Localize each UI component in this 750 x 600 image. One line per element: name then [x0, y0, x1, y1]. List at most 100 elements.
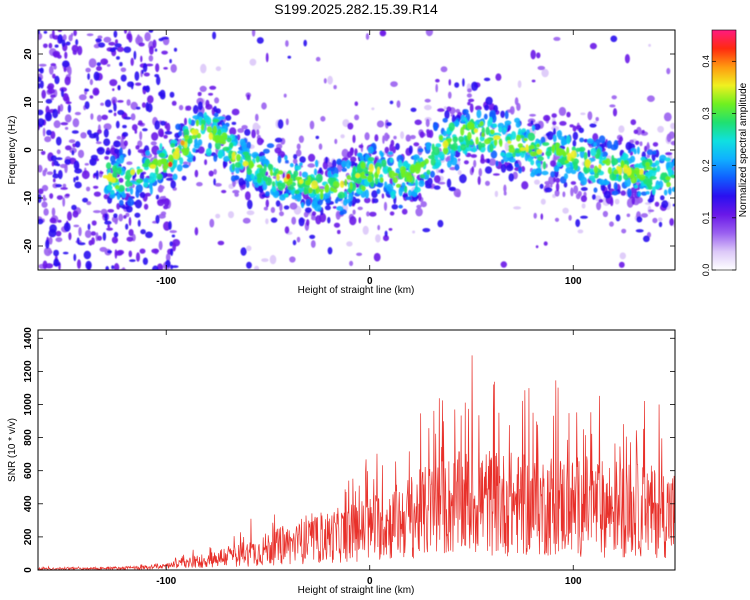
- heatmap-cell: [611, 95, 617, 100]
- heatmap-cell: [413, 186, 421, 193]
- heatmap-cell: [204, 159, 208, 166]
- heatmap-cell: [570, 150, 577, 159]
- y-tick-label: 1400: [23, 327, 34, 350]
- heatmap-cell: [158, 91, 163, 97]
- heatmap-cell: [131, 124, 138, 131]
- heatmap-cell: [57, 105, 61, 115]
- heatmap-cell: [152, 158, 159, 167]
- heatmap-cell: [619, 252, 626, 260]
- heatmap-cell: [96, 146, 105, 155]
- heatmap-cell: [87, 129, 92, 136]
- heatmap-cell: [506, 136, 511, 142]
- heatmap-cell: [446, 178, 452, 188]
- heatmap-cell: [254, 113, 259, 122]
- heatmap-cell: [235, 166, 240, 174]
- heatmap-cell: [171, 234, 176, 238]
- heatmap-cell: [596, 148, 601, 157]
- heatmap-cell: [77, 259, 81, 269]
- heatmap-cell: [493, 138, 498, 147]
- heatmap-cell: [108, 41, 116, 46]
- heatmap-cell: [294, 189, 300, 195]
- heatmap-cell: [568, 214, 572, 221]
- heatmap-cell: [475, 105, 482, 111]
- heatmap-cell: [478, 168, 483, 177]
- spectrogram-blobs: [38, 30, 675, 270]
- colorbar-tick-label: 0.2: [701, 159, 711, 172]
- heatmap-cell: [289, 202, 298, 210]
- heatmap-cell: [52, 73, 56, 79]
- heatmap-cell: [196, 182, 203, 187]
- heatmap-cell: [613, 140, 619, 150]
- heatmap-cell: [145, 85, 150, 93]
- heatmap-cell: [38, 32, 43, 40]
- heatmap-cell: [333, 222, 341, 228]
- heatmap-cell: [668, 131, 675, 139]
- heatmap-cell: [336, 158, 343, 166]
- heatmap-cell: [376, 120, 385, 128]
- heatmap-cell: [90, 154, 98, 161]
- heatmap-cell: [252, 154, 257, 159]
- heatmap-cell: [460, 126, 465, 136]
- heatmap-cell: [580, 187, 588, 191]
- heatmap-cell: [613, 182, 618, 191]
- heatmap-cell: [361, 171, 365, 180]
- heatmap-cell: [96, 114, 102, 122]
- heatmap-cell: [654, 184, 661, 190]
- heatmap-cell: [637, 191, 642, 197]
- heatmap-cell: [71, 150, 75, 156]
- heatmap-cell: [279, 194, 286, 201]
- heatmap-cell: [271, 181, 276, 187]
- heatmap-cell: [205, 116, 212, 126]
- heatmap-cell: [580, 195, 588, 203]
- heatmap-cell: [534, 179, 540, 185]
- heatmap-cell: [630, 119, 637, 126]
- heatmap-cell: [267, 163, 273, 170]
- heatmap-cell: [593, 121, 598, 124]
- heatmap-cell: [462, 78, 465, 87]
- heatmap-cell: [246, 141, 252, 150]
- heatmap-cell: [246, 94, 251, 101]
- heatmap-cell: [495, 73, 502, 81]
- heatmap-cell: [397, 159, 403, 169]
- heatmap-cell: [391, 204, 399, 210]
- heatmap-cell: [269, 254, 277, 265]
- heatmap-cell: [247, 199, 253, 210]
- heatmap-cell: [120, 67, 127, 73]
- heatmap-cell: [523, 137, 528, 142]
- figure-title: S199.2025.282.15.39.R14: [274, 1, 438, 17]
- heatmap-cell: [570, 169, 577, 175]
- heatmap-cell: [89, 95, 94, 99]
- heatmap-cell: [91, 220, 97, 226]
- heatmap-cell: [116, 193, 121, 200]
- heatmap-cell: [463, 109, 469, 115]
- heatmap-cell: [314, 159, 319, 168]
- heatmap-cell: [237, 150, 244, 155]
- heatmap-cell: [558, 148, 566, 156]
- heatmap-cell: [116, 203, 121, 210]
- heatmap-cell: [327, 216, 331, 224]
- heatmap-cell: [265, 218, 269, 225]
- heatmap-cell: [477, 176, 481, 185]
- heatmap-cell: [485, 126, 490, 136]
- heatmap-cell: [371, 107, 375, 111]
- heatmap-cell: [531, 124, 536, 132]
- heatmap-cell: [38, 76, 42, 83]
- heatmap-cell: [580, 215, 588, 219]
- heatmap-cell: [105, 162, 112, 170]
- heatmap-cell: [575, 147, 581, 152]
- heatmap-cell: [49, 193, 54, 199]
- heatmap-cell: [55, 230, 62, 237]
- heatmap-cell: [134, 71, 140, 81]
- heatmap-cell: [120, 137, 124, 147]
- heatmap-cell: [72, 210, 79, 218]
- heatmap-cell: [217, 150, 223, 159]
- heatmap-cell: [610, 35, 618, 43]
- heatmap-cell: [54, 75, 60, 85]
- heatmap-cell: [208, 142, 212, 150]
- heatmap-cell: [500, 152, 506, 157]
- heatmap-cell: [470, 154, 477, 158]
- heatmap-cell: [115, 39, 118, 44]
- heatmap-cell: [492, 173, 500, 176]
- heatmap-cell: [570, 187, 574, 197]
- heatmap-cell: [487, 119, 491, 128]
